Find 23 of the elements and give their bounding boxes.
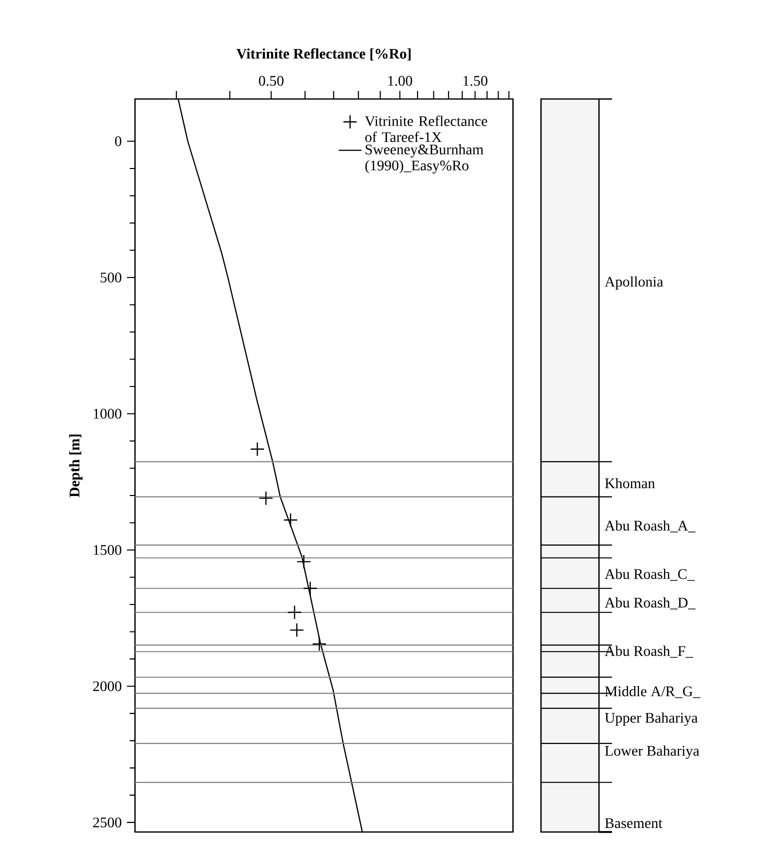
text: Khoman [605,478,655,488]
x-axis-title: Vitrinite Reflectance [%Ro] [236,48,411,61]
legend-label: Sweeney&Burnham (1990)_Easy%Ro [365,144,484,174]
text: Apollonia [604,276,664,290]
x-tick-label: 1.00 [388,76,412,86]
text: Upper Bahariya [604,712,698,726]
text: Middle A/R_G_ [605,686,700,698]
y-axis-title: Depth [m] [69,434,82,498]
text: Lower Bahariya [605,745,700,759]
y-tick-label: 1000 [94,408,122,419]
x-tick-label: 1.50 [464,76,488,86]
y-tick-label: 0 [115,136,122,146]
text: Abu Roash_A_ [604,520,696,532]
y-tick-label: 500 [100,272,122,282]
y-tick-label: 1500 [94,545,122,555]
legend-label: Vitrinite Reflectance of Tareef-1X [364,116,488,142]
text: Abu Roash_C_ [604,568,695,581]
text: Abu Roash_F_ [604,646,694,658]
x-tick-label: 0.50 [258,76,284,86]
text: Basement [605,818,662,828]
y-tick-label: 2000 [93,681,122,692]
y-tick-label: 2500 [93,818,122,828]
text: Abu Roash_D_ [604,597,696,610]
